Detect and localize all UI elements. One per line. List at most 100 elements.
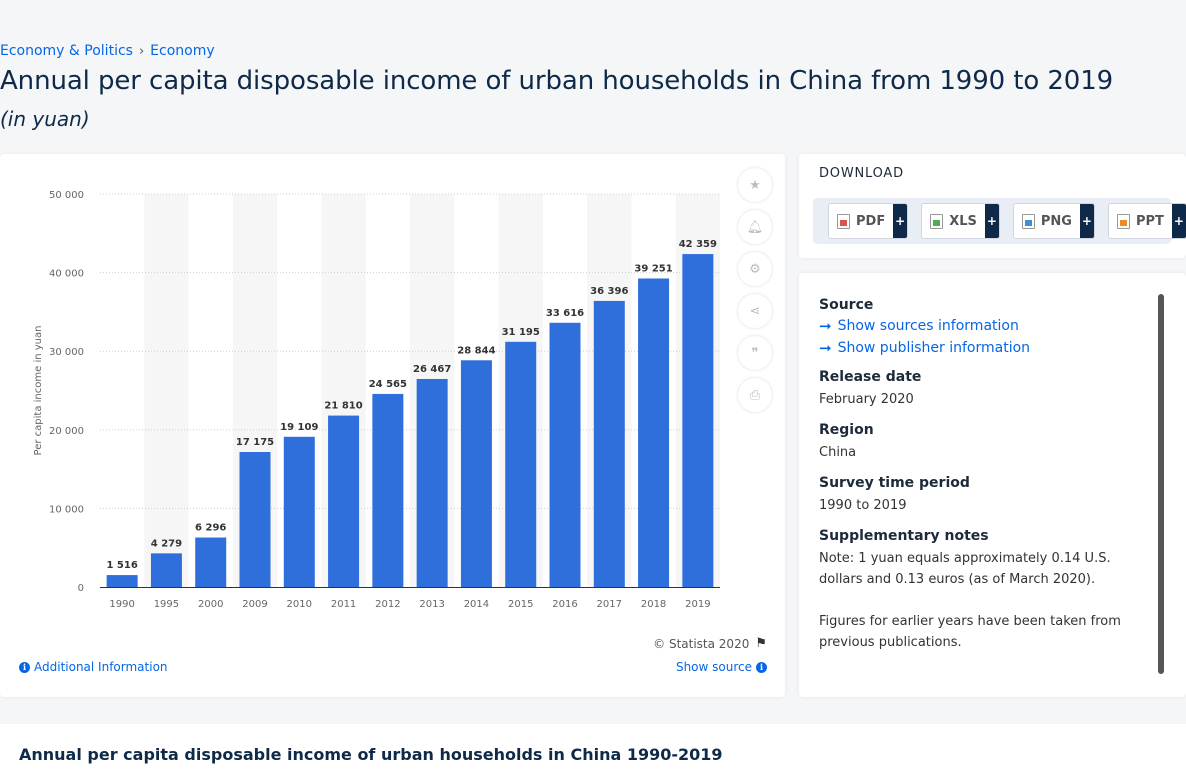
breadcrumb-separator: › <box>139 44 144 59</box>
chart-tools: ★ 🔔︎ ⚙ ⋖ ❞ ⎙ <box>738 168 772 412</box>
page-title: Annual per capita disposable income of u… <box>0 66 1113 96</box>
ppt-file-icon <box>1117 214 1130 229</box>
print-icon[interactable]: ⎙ <box>738 378 772 412</box>
arrow-right-icon: ➞ <box>819 317 832 335</box>
download-png-button[interactable]: PNG + <box>1013 203 1095 239</box>
share-icon[interactable]: ⋖ <box>738 294 772 328</box>
bar-value-label: 31 195 <box>502 327 540 338</box>
x-tick-label: 1990 <box>109 599 134 610</box>
bar-value-label: 1 516 <box>106 560 137 571</box>
show-source-link[interactable]: Show source i <box>676 660 767 674</box>
bar-value-label: 42 359 <box>679 239 717 250</box>
info-icon: i <box>19 662 30 673</box>
star-icon[interactable]: ★ <box>738 168 772 202</box>
bar <box>417 379 448 587</box>
additional-information-link[interactable]: i Additional Information <box>19 660 168 674</box>
top-band <box>0 0 1186 36</box>
survey-period-value: 1990 to 2019 <box>819 495 1149 516</box>
bar <box>372 394 403 587</box>
source-heading: Source <box>819 297 1149 313</box>
x-tick-label: 2013 <box>419 599 444 610</box>
bar-value-label: 17 175 <box>236 437 274 448</box>
notes-heading: Supplementary notes <box>819 528 1149 544</box>
download-xls-button[interactable]: XLS + <box>921 203 1000 239</box>
bar <box>151 553 182 587</box>
bar <box>505 342 536 587</box>
pdf-label: PDF <box>856 214 885 229</box>
bar-value-label: 4 279 <box>151 538 182 549</box>
bar <box>594 301 625 587</box>
unit-subtitle: (in yuan) <box>0 107 90 131</box>
png-file-icon <box>1022 214 1035 229</box>
png-label: PNG <box>1041 214 1072 229</box>
y-tick-label: 0 <box>78 583 84 594</box>
x-tick-label: 2009 <box>242 599 267 610</box>
region-value: China <box>819 442 1149 463</box>
show-publisher-label: Show publisher information <box>838 340 1030 356</box>
scrollbar[interactable] <box>1158 294 1164 674</box>
bar-value-label: 28 844 <box>457 345 495 356</box>
bar <box>328 416 359 587</box>
y-tick-label: 20 000 <box>49 426 84 437</box>
bar-value-label: 19 109 <box>280 422 318 433</box>
x-tick-label: 2019 <box>685 599 710 610</box>
show-source-label: Show source <box>676 660 752 674</box>
bar <box>461 360 492 587</box>
bar-value-label: 33 616 <box>546 308 584 319</box>
x-tick-label: 2016 <box>552 599 577 610</box>
x-tick-label: 1995 <box>154 599 179 610</box>
plus-icon: + <box>893 204 907 238</box>
show-sources-label: Show sources information <box>838 318 1019 334</box>
breadcrumb-item-economy-politics[interactable]: Economy & Politics <box>0 43 133 59</box>
survey-period-heading: Survey time period <box>819 475 1149 491</box>
release-date-value: February 2020 <box>819 389 1149 410</box>
download-card: DOWNLOAD PDF + XLS + PNG + PPT + <box>799 154 1186 258</box>
show-publisher-link[interactable]: ➞ Show publisher information <box>819 339 1149 357</box>
x-tick-label: 2018 <box>641 599 666 610</box>
x-tick-label: 2010 <box>287 599 312 610</box>
x-tick-label: 2017 <box>597 599 622 610</box>
pdf-file-icon <box>837 214 850 229</box>
region-heading: Region <box>819 422 1149 438</box>
y-tick-label: 40 000 <box>49 269 84 280</box>
notes-text-1: Note: 1 yuan equals approximately 0.14 U… <box>819 548 1149 590</box>
source-card: Source ➞ Show sources information ➞ Show p… <box>799 273 1186 697</box>
x-tick-label: 2012 <box>375 599 400 610</box>
download-pdf-button[interactable]: PDF + <box>828 203 908 239</box>
bar <box>240 452 271 587</box>
release-date-heading: Release date <box>819 369 1149 385</box>
breadcrumb-item-economy[interactable]: Economy <box>150 43 214 59</box>
bar <box>195 538 226 587</box>
show-sources-link[interactable]: ➞ Show sources information <box>819 317 1149 335</box>
download-buttons: PDF + XLS + PNG + PPT + <box>813 198 1171 244</box>
y-tick-label: 10 000 <box>49 504 84 515</box>
xls-file-icon <box>930 214 943 229</box>
plus-icon: + <box>1172 204 1186 238</box>
arrow-right-icon: ➞ <box>819 339 832 357</box>
notes-text-2: Figures for earlier years have been take… <box>819 611 1149 653</box>
bell-icon[interactable]: 🔔︎ <box>738 210 772 244</box>
copyright-text: © Statista 2020 <box>653 637 749 651</box>
bar <box>682 254 713 587</box>
bar <box>550 323 581 587</box>
y-tick-label: 30 000 <box>49 347 84 358</box>
quote-icon[interactable]: ❞ <box>738 336 772 370</box>
gear-icon[interactable]: ⚙ <box>738 252 772 286</box>
ppt-label: PPT <box>1136 214 1164 229</box>
bar-value-label: 26 467 <box>413 364 451 375</box>
download-title: DOWNLOAD <box>819 166 904 181</box>
bar-chart: 0 10 000 20 000 30 000 40 000 50 000 Per capit… <box>0 154 785 697</box>
y-tick-label: 50 000 <box>49 190 84 201</box>
info-icon: i <box>756 662 767 673</box>
x-tick-label: 2015 <box>508 599 533 610</box>
breadcrumb: Economy & Politics › Economy <box>0 43 215 59</box>
x-tick-label: 2014 <box>464 599 489 610</box>
additional-information-label: Additional Information <box>34 660 168 674</box>
plus-icon: + <box>1080 204 1094 238</box>
x-tick-label: 2000 <box>198 599 223 610</box>
bar <box>284 437 315 587</box>
download-ppt-button[interactable]: PPT + <box>1108 203 1186 239</box>
x-tick-label: 2011 <box>331 599 356 610</box>
chart-card: 0 10 000 20 000 30 000 40 000 50 000 Per capit… <box>0 154 785 697</box>
flag-icon[interactable]: ⚑ <box>755 636 767 651</box>
